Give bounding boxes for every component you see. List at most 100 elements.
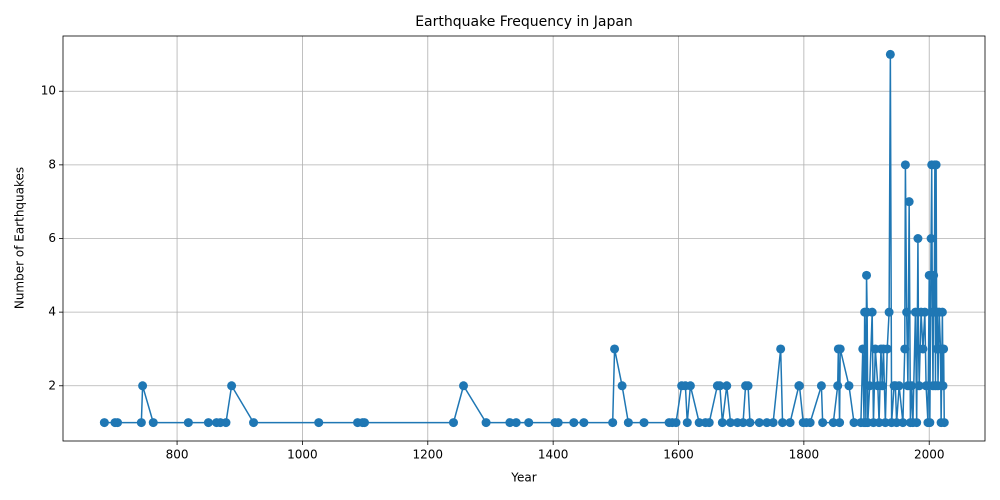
marker: [785, 418, 795, 428]
marker: [99, 418, 109, 428]
marker: [671, 418, 681, 428]
x-axis-label: Year: [510, 471, 536, 485]
marker: [805, 418, 815, 428]
y-tick-label: 6: [48, 231, 56, 245]
marker: [682, 418, 692, 428]
marker: [885, 49, 895, 59]
marker: [623, 418, 633, 428]
marker: [939, 418, 949, 428]
plot-frame: [62, 35, 986, 442]
marker: [148, 418, 158, 428]
marker: [920, 307, 930, 317]
marker: [939, 344, 949, 354]
x-tick-label: 1600: [663, 448, 694, 462]
marker: [918, 344, 928, 354]
marker: [818, 418, 828, 428]
y-tick-label: 8: [48, 157, 56, 171]
marker: [768, 418, 778, 428]
marker: [203, 418, 213, 428]
marker: [914, 381, 924, 391]
marker: [314, 418, 324, 428]
marker: [900, 160, 910, 170]
marker: [617, 381, 627, 391]
marker: [929, 270, 939, 280]
x-tick-label: 1000: [287, 448, 318, 462]
marker: [778, 418, 788, 428]
marker: [511, 418, 521, 428]
marker: [481, 418, 491, 428]
marker: [877, 381, 887, 391]
marker: [754, 418, 764, 428]
marker: [505, 418, 515, 428]
marker: [639, 418, 649, 428]
marker: [844, 381, 854, 391]
marker: [907, 381, 917, 391]
marker: [738, 418, 748, 428]
marker: [227, 381, 237, 391]
marker: [762, 418, 772, 428]
marker: [717, 418, 727, 428]
marker: [608, 418, 618, 428]
marker: [569, 418, 579, 428]
marker: [183, 418, 193, 428]
marker: [898, 418, 908, 428]
marker: [828, 418, 838, 428]
marker: [794, 381, 804, 391]
marker: [138, 381, 148, 391]
marker: [884, 307, 894, 317]
marker: [931, 160, 941, 170]
marker: [902, 307, 912, 317]
marker: [136, 418, 146, 428]
marker: [849, 418, 859, 428]
marker: [912, 418, 922, 428]
marker: [858, 344, 868, 354]
marker: [882, 344, 892, 354]
marker: [745, 418, 755, 428]
marker: [865, 381, 875, 391]
x-tick-label: 800: [166, 448, 189, 462]
marker: [448, 418, 458, 428]
marker: [685, 381, 695, 391]
marker: [904, 197, 914, 207]
marker: [835, 344, 845, 354]
marker: [726, 418, 736, 428]
marker: [894, 381, 904, 391]
x-tick-label: 2000: [914, 448, 945, 462]
marker: [926, 234, 936, 243]
marker: [892, 418, 902, 428]
marker: [715, 381, 725, 391]
marker: [867, 307, 877, 317]
y-tick-label: 2: [48, 378, 56, 392]
y-tick-label: 10: [41, 84, 56, 98]
marker: [913, 234, 923, 243]
marker: [553, 418, 563, 428]
marker: [921, 381, 931, 391]
marker: [937, 307, 947, 317]
marker: [776, 344, 786, 354]
marker: [874, 418, 884, 428]
marker: [743, 381, 753, 391]
x-tick-label: 1400: [538, 448, 569, 462]
marker: [459, 381, 469, 391]
marker: [221, 418, 231, 428]
marker: [900, 344, 910, 354]
marker: [359, 418, 369, 428]
marker: [694, 418, 704, 428]
chart-title: Earthquake Frequency in Japan: [415, 14, 633, 30]
marker: [816, 381, 826, 391]
marker: [938, 381, 948, 391]
marker: [249, 418, 259, 428]
x-tick-label: 1800: [789, 448, 820, 462]
y-tick-label: 4: [48, 305, 56, 319]
x-tick-label: 1200: [413, 448, 444, 462]
marker: [524, 418, 534, 428]
marker: [835, 418, 845, 428]
marker: [833, 381, 843, 391]
marker: [704, 418, 714, 428]
marker: [880, 418, 890, 428]
marker: [579, 418, 589, 428]
marker: [862, 270, 872, 280]
marker: [610, 344, 620, 354]
y-axis-label: Number of Earthquakes: [13, 167, 27, 309]
